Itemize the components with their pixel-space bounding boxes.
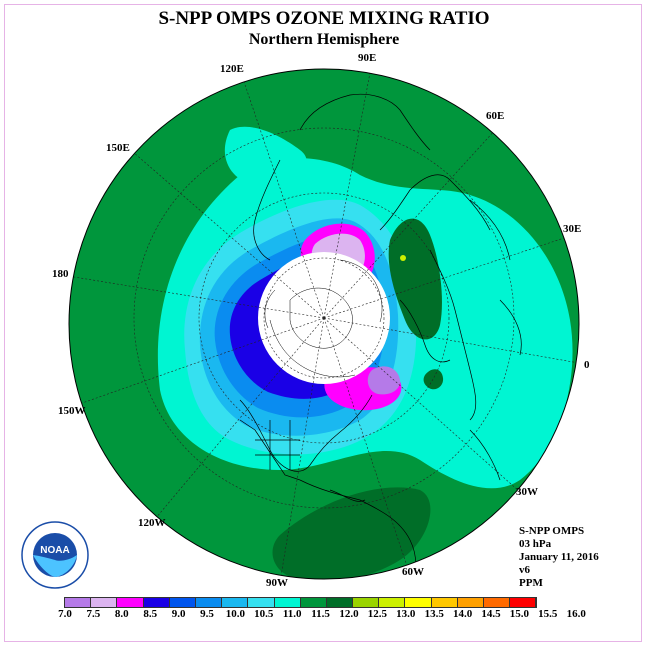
lon-label-120w: 120W xyxy=(138,517,166,529)
colorbar-swatch xyxy=(326,598,354,607)
colorbar-tick-label: 12.0 xyxy=(339,608,359,620)
colorbar-tick-label: 9.0 xyxy=(171,608,186,620)
colorbar-swatch xyxy=(353,598,380,607)
lon-label-90e: 90E xyxy=(358,52,377,64)
lon-label-150e: 150E xyxy=(106,142,130,154)
field-11-0-north xyxy=(224,126,307,185)
lon-label-0: 0 xyxy=(584,359,590,371)
coastlines xyxy=(239,93,522,579)
figure-subtitle: Northern Hemisphere xyxy=(248,31,400,48)
info-version: v6 xyxy=(519,564,530,576)
colorbar-tick-label: 8.5 xyxy=(143,608,158,620)
product-info: S-NPP OMPS 03 hPa January 11, 2016 v6 PP… xyxy=(519,525,599,590)
figure-frame xyxy=(4,4,642,642)
colorbar-swatch xyxy=(65,598,92,607)
colorbar-tick-label: 10.0 xyxy=(225,608,246,620)
colorbar-swatch xyxy=(117,598,144,607)
colorbar-swatch xyxy=(405,598,432,607)
colorbar-tick-label: 15.5 xyxy=(538,608,558,620)
colorbar-swatch xyxy=(300,598,327,607)
figure-title: S-NPP OMPS OZONE MIXING RATIO xyxy=(158,8,490,29)
colorbar-swatch xyxy=(379,598,406,607)
colorbar-tick-label: 9.5 xyxy=(200,608,214,620)
colorbar-swatch xyxy=(457,598,484,607)
info-date: January 11, 2016 xyxy=(519,551,599,563)
colorbar-tick-label: 8.0 xyxy=(114,608,129,620)
info-level: 03 hPa xyxy=(519,538,552,550)
colorbar-tick-label: 11.0 xyxy=(282,608,302,620)
lon-label-60e: 60E xyxy=(486,110,505,122)
colorbar-tick-label: 14.0 xyxy=(452,608,473,620)
info-instrument: S-NPP OMPS xyxy=(519,525,585,537)
colorbar-swatch xyxy=(169,598,196,607)
colorbar-swatch xyxy=(91,598,118,607)
lon-label-90w: 90W xyxy=(266,577,288,589)
lon-label-150w: 150W xyxy=(58,405,86,417)
lon-label-120e: 120E xyxy=(220,63,244,75)
info-units: PPM xyxy=(519,577,543,589)
field-12-0-c xyxy=(423,369,444,390)
colorbar-tick-label: 10.5 xyxy=(254,608,274,620)
colorbar-swatch xyxy=(484,598,511,607)
field-12-0-b xyxy=(272,487,431,579)
noaa-logo: NOAA xyxy=(21,521,89,589)
arctic-coastlines xyxy=(264,259,383,378)
colorbar-swatch xyxy=(222,598,249,607)
colorbar-swatch xyxy=(274,598,301,607)
field-7-5 xyxy=(367,366,401,395)
field-12-0-a xyxy=(388,218,442,340)
colorbar-tick-label: 13.5 xyxy=(424,608,444,620)
colorbar-tick-label: 16.0 xyxy=(566,608,586,620)
colorbar-tick-label: 12.5 xyxy=(367,608,388,620)
lon-label-180: 180 xyxy=(52,268,69,280)
colorbar-tick-label: 14.5 xyxy=(481,608,501,620)
logo-text: NOAA xyxy=(40,545,69,556)
lon-label-60w: 60W xyxy=(402,566,424,578)
lon-label-30w: 30W xyxy=(516,486,538,498)
colorbar-swatch xyxy=(143,598,170,607)
colorbar-swatch xyxy=(195,598,223,607)
field-13-0 xyxy=(400,255,406,261)
colorbar-tick-label: 11.5 xyxy=(311,608,330,620)
colorbar-tick-label: 7.5 xyxy=(86,608,101,620)
colorbar-tick-label: 7.0 xyxy=(58,608,72,620)
map-boundary xyxy=(68,68,580,580)
colorbar-tick-label: 15.0 xyxy=(509,608,530,620)
colorbar-swatch xyxy=(510,598,537,607)
lon-label-30e: 30E xyxy=(563,223,582,235)
colorbar-tick-label: 13.0 xyxy=(396,608,416,620)
colorbar-swatch xyxy=(248,598,275,607)
colorbar-swatch xyxy=(431,598,458,607)
colorbar xyxy=(64,597,538,608)
